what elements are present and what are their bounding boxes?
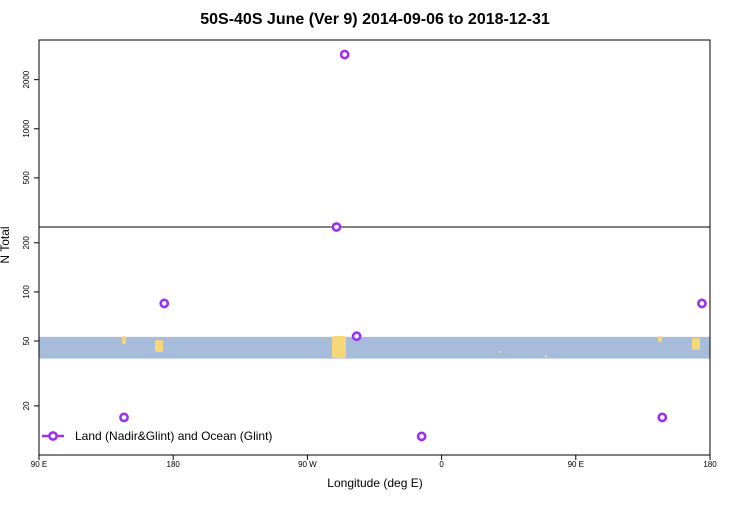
point xyxy=(657,412,668,423)
land-shape xyxy=(658,336,662,342)
land-shape xyxy=(122,336,126,344)
x-tick-label: 180 xyxy=(167,460,181,469)
x-axis-label: Longitude (deg E) xyxy=(327,476,422,490)
x-tick-label: 90 E xyxy=(31,460,47,469)
plot-frame xyxy=(38,39,711,456)
band xyxy=(39,336,710,359)
point xyxy=(416,431,427,442)
land-shape xyxy=(332,336,346,358)
legend-label: Land (Nadir&Glint) and Ocean (Glint) xyxy=(75,429,272,443)
legend-marker xyxy=(48,431,58,441)
x-tick-label: 0 xyxy=(439,460,444,469)
y-tick-label: 1000 xyxy=(22,119,31,137)
y-tick-label: 200 xyxy=(22,236,31,250)
x-tick-label: 90 W xyxy=(298,460,317,469)
land-shape xyxy=(155,340,163,352)
chart-title: 50S-40S June (Ver 9) 2014-09-06 to 2018-… xyxy=(200,11,550,28)
point xyxy=(351,331,362,342)
y-tick-label: 100 xyxy=(22,285,31,299)
point xyxy=(697,298,707,309)
land-shape xyxy=(499,351,501,353)
y-tick-label: 20 xyxy=(22,401,31,410)
y-tick-label: 50 xyxy=(22,336,31,345)
y-tick-label: 2000 xyxy=(22,70,31,88)
y-tick-label: 500 xyxy=(22,171,31,185)
y-axis-label: N Total xyxy=(0,226,12,263)
x-tick-label: 180 xyxy=(703,460,717,469)
point xyxy=(119,412,129,423)
point xyxy=(159,298,170,309)
point xyxy=(339,49,350,60)
point xyxy=(331,222,342,232)
land-shape xyxy=(692,338,700,350)
x-tick-label: 90 E xyxy=(568,460,584,469)
land-shape xyxy=(545,355,547,358)
